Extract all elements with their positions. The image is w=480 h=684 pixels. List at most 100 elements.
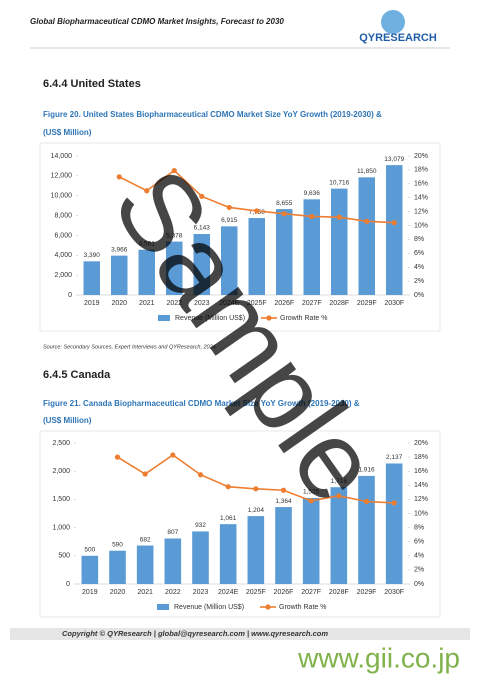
bar	[303, 199, 320, 295]
y2-tick-label: 12%	[414, 496, 428, 503]
y2-tick-label: 12%	[414, 208, 428, 215]
value-label: 4,561	[139, 240, 156, 247]
legend-swatch	[266, 315, 272, 321]
x-tick-label: 2025F	[247, 300, 267, 307]
growth-point	[254, 208, 260, 214]
bar	[386, 165, 403, 295]
value-label: 1,204	[248, 507, 265, 514]
y2-tick-label: 8%	[414, 524, 424, 531]
growth-point	[280, 487, 287, 493]
y2-tick-label: 14%	[414, 195, 428, 202]
growth-point	[336, 214, 342, 220]
y2-tick-label: 20%	[414, 153, 428, 160]
y-tick-label: 4,000	[54, 252, 72, 259]
growth-point	[197, 472, 204, 478]
chart-frame	[39, 142, 441, 332]
y-tick-label: 1,000	[52, 524, 70, 531]
x-tick-label: 2021	[137, 589, 153, 596]
growth-point	[309, 213, 315, 220]
x-tick-label: 2023	[194, 300, 210, 307]
x-tick-label: 2028F	[329, 300, 349, 307]
footer-band	[10, 628, 470, 640]
x-tick-label: 2029F	[357, 589, 377, 596]
legend-swatch	[265, 604, 271, 610]
value-label: 590	[112, 541, 123, 548]
y-tick-label: 2,000	[54, 272, 72, 279]
section-heading: 6.4.4 United States	[43, 78, 141, 90]
x-tick-label: 2019	[82, 589, 98, 596]
value-label: 3,966	[111, 246, 128, 253]
x-tick-label: 2028F	[329, 589, 349, 596]
x-tick-label: 2024E	[219, 300, 240, 307]
bar	[247, 516, 265, 584]
value-label: 10,716	[329, 179, 349, 186]
x-tick-label: 2023	[193, 589, 209, 596]
bar	[358, 475, 375, 584]
bar	[138, 249, 155, 295]
growth-point	[142, 471, 148, 477]
value-label: 1,916	[358, 467, 375, 474]
value-label: 8,655	[276, 200, 293, 207]
y-tick-label: 2,500	[52, 440, 70, 447]
bar	[164, 538, 182, 584]
bar	[331, 188, 348, 295]
watermark-site: www.gii.co.jp	[297, 642, 460, 673]
value-label: 932	[195, 522, 206, 529]
y2-tick-label: 4%	[414, 264, 424, 271]
legend-swatch	[158, 315, 170, 321]
y2-tick-label: 10%	[414, 222, 428, 229]
legend-label: Revenue (Million US$)	[174, 604, 244, 611]
footer-text: Copyright © QYResearch | global@qyresear…	[62, 629, 328, 638]
growth-point	[308, 498, 314, 504]
growth-point	[281, 211, 287, 217]
x-tick-label: 2020	[110, 589, 126, 596]
header-title: Global Biopharmaceutical CDMO Market Ins…	[30, 17, 284, 26]
legend-label: Revenue (Million US$)	[175, 315, 245, 322]
growth-point	[170, 452, 176, 458]
y2-tick-label: 18%	[414, 167, 428, 174]
bar	[136, 545, 154, 584]
value-label: 9,636	[304, 190, 321, 197]
bar	[219, 524, 237, 584]
y2-tick-label: 18%	[414, 454, 428, 461]
x-tick-label: 2020	[111, 300, 127, 307]
growth-point	[253, 486, 259, 492]
y-tick-label: 0	[68, 292, 72, 299]
y-tick-label: 1,500	[52, 496, 70, 503]
y-tick-label: 10,000	[51, 193, 73, 200]
y2-tick-label: 0%	[414, 581, 424, 588]
legend-swatch	[157, 604, 169, 610]
growth-point	[116, 174, 122, 180]
y2-tick-label: 10%	[414, 510, 428, 517]
figure-caption: (US$ Million)	[43, 416, 92, 425]
bar	[193, 234, 210, 295]
growth-point	[363, 498, 370, 505]
y-tick-label: 14,000	[51, 153, 73, 160]
growth-point	[199, 193, 205, 199]
x-tick-label: 2029F	[357, 300, 377, 307]
growth-point	[144, 188, 150, 194]
value-label: 3,390	[84, 252, 101, 259]
y-tick-label: 8,000	[54, 212, 72, 219]
bar	[221, 226, 238, 295]
figure-caption: Figure 21. Canada Biopharmaceutical CDMO…	[43, 399, 360, 408]
bar	[81, 555, 99, 584]
bar	[166, 241, 183, 295]
growth-point	[364, 218, 370, 224]
value-label: 5,378	[166, 232, 183, 239]
y2-tick-label: 6%	[414, 250, 424, 257]
y2-tick-label: 2%	[414, 567, 424, 574]
chart-frame	[39, 430, 441, 618]
x-tick-label: 2022	[165, 589, 181, 596]
value-label: 6,915	[221, 217, 238, 224]
x-tick-label: 2030F	[384, 589, 404, 596]
y2-tick-label: 2%	[414, 278, 424, 285]
charts: 0 2,000 4,000 6,000 8,000 10,000 12,000 14,000 0…	[51, 153, 428, 611]
value-label: 1,061	[220, 515, 237, 522]
growth-point	[114, 454, 121, 460]
growth-point	[391, 500, 397, 506]
x-tick-label: 2027F	[301, 589, 321, 596]
logo-text: QYRESEARCH	[359, 32, 437, 44]
source-note: Source: Secondary Sources, Expert Interv…	[43, 344, 216, 350]
